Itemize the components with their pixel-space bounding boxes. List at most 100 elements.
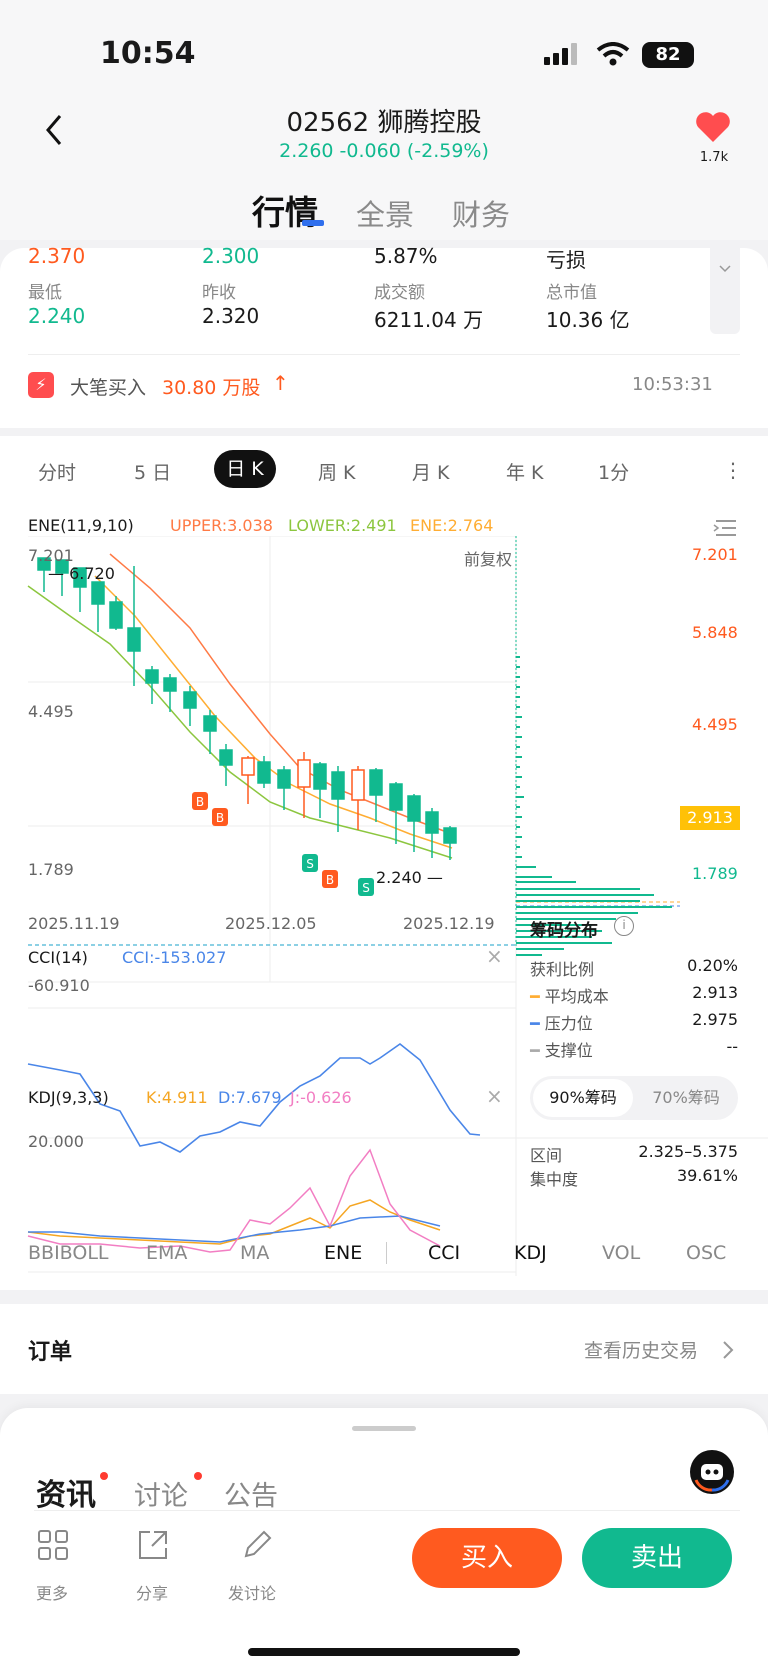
ind-ma[interactable]: MA: [240, 1242, 270, 1264]
chip-bar: [516, 942, 612, 944]
support-label: ━ 支撑位: [530, 1041, 593, 1060]
grid-icon[interactable]: [36, 1528, 70, 1562]
back-icon[interactable]: [42, 112, 66, 148]
chip-bar: [516, 796, 524, 798]
sell-button[interactable]: 卖出: [582, 1528, 732, 1588]
chip-bar: [516, 918, 616, 920]
chip-bar: [516, 676, 520, 678]
chip-bar: [516, 686, 520, 688]
tab-overview[interactable]: 全景: [356, 198, 415, 232]
tab-market[interactable]: 行情: [252, 193, 318, 232]
chip-70-tab[interactable]: 70%筹码: [652, 1088, 720, 1107]
more-options-icon[interactable]: ⋮: [723, 458, 743, 482]
close-cci-icon[interactable]: ×: [486, 944, 503, 968]
home-indicator[interactable]: [248, 1648, 520, 1656]
trade-mark-label: B: [326, 873, 334, 887]
period-5day[interactable]: 5 日: [134, 462, 172, 484]
news-tab-discuss[interactable]: 讨论: [134, 1481, 188, 1512]
stat-high: 2.370: [28, 244, 86, 268]
more-label[interactable]: 更多: [36, 1584, 69, 1603]
ind-cci[interactable]: CCI: [428, 1242, 461, 1264]
news-tab-info[interactable]: 资讯: [36, 1478, 96, 1513]
chip-bar: [516, 888, 640, 890]
chip-bar: [516, 776, 522, 778]
ene-mid-line: [94, 575, 453, 849]
ind-vol[interactable]: VOL: [602, 1242, 641, 1264]
date-2: 2025.12.05: [225, 914, 317, 933]
chip-bar: [516, 846, 520, 848]
stat-turnover: 5.87%: [374, 244, 438, 268]
cci-line: [27, 1043, 481, 1153]
chip-bar: [516, 786, 520, 788]
unread-dot: [100, 1472, 108, 1480]
adjust-label: 前复权: [464, 550, 513, 569]
expand-stats-button[interactable]: [710, 240, 740, 334]
candle-body: [277, 769, 291, 789]
chip-bar: [516, 816, 522, 818]
order-row[interactable]: 订单 查看历史交易: [0, 1304, 768, 1394]
notice-time[interactable]: 10:53:31: [632, 374, 713, 395]
indicator-settings-icon[interactable]: [712, 518, 738, 538]
period-minute[interactable]: 分时: [38, 462, 77, 484]
date-3: 2025.12.19: [403, 914, 495, 933]
avg-label: ━ 平均成本: [530, 987, 609, 1006]
right-axis-5: 1.789: [692, 864, 738, 883]
period-yearly[interactable]: 年 K: [506, 462, 544, 484]
cci-label[interactable]: CCI(14): [28, 948, 88, 967]
close-kdj-icon[interactable]: ×: [486, 1084, 503, 1108]
period-weekly[interactable]: 周 K: [318, 462, 356, 484]
trade-mark-label: S: [306, 857, 314, 871]
cci-level: -60.910: [28, 976, 90, 995]
min-note: 2.240 —: [376, 868, 443, 887]
candle-body: [37, 557, 51, 571]
profit-value: 0.20%: [687, 956, 738, 975]
chip-bar: [516, 756, 522, 758]
pencil-icon[interactable]: [240, 1528, 274, 1562]
info-icon[interactable]: i: [614, 916, 634, 936]
period-1min[interactable]: 1分: [598, 462, 630, 484]
chip-bar: [516, 716, 522, 718]
ind-kdj[interactable]: KDJ: [514, 1242, 547, 1264]
ene-upper: UPPER:3.038: [170, 516, 273, 535]
period-monthly[interactable]: 月 K: [412, 462, 450, 484]
news-tab-notice[interactable]: 公告: [224, 1481, 278, 1512]
tab-finance[interactable]: 财务: [452, 198, 511, 232]
candle-body: [219, 749, 233, 766]
buy-button[interactable]: 买入: [412, 1528, 562, 1588]
trade-mark-box: [358, 878, 374, 896]
period-daily[interactable]: 日 K: [214, 450, 276, 488]
order-title: 订单: [28, 1340, 73, 1365]
kdj-label[interactable]: KDJ(9,3,3): [28, 1088, 109, 1107]
ind-ema[interactable]: EMA: [146, 1242, 188, 1264]
support-value: --: [726, 1037, 738, 1056]
share-label[interactable]: 分享: [136, 1584, 169, 1603]
chip-bar: [516, 736, 522, 738]
conc-value: 39.61%: [676, 1166, 738, 1185]
ind-bbiboll[interactable]: BBIBOLL: [28, 1242, 109, 1264]
kdj-d: D:7.679: [218, 1088, 282, 1107]
order-history-link[interactable]: 查看历史交易: [584, 1340, 699, 1362]
candle-body: [389, 783, 403, 811]
favorite-heart-icon[interactable]: [694, 110, 732, 144]
ind-osc[interactable]: OSC: [686, 1242, 727, 1264]
chip-90-tab[interactable]: 90%筹码: [533, 1079, 633, 1117]
candle-body: [203, 715, 217, 732]
divider: [386, 1242, 387, 1264]
share-icon[interactable]: [136, 1528, 170, 1562]
ene-mid: ENE:2.764: [410, 516, 494, 535]
robot-assistant-icon[interactable]: [690, 1450, 734, 1494]
ene-label[interactable]: ENE(11,9,10): [28, 516, 134, 535]
post-label[interactable]: 发讨论: [228, 1584, 277, 1603]
ene-lower-line: [27, 585, 453, 859]
stock-code: 02562: [286, 108, 370, 138]
trade-mark-label: B: [196, 795, 204, 809]
stat-low-label: 最低: [28, 283, 62, 303]
drag-handle[interactable]: [352, 1426, 416, 1431]
ind-ene[interactable]: ENE: [324, 1242, 363, 1264]
avg-value: 2.913: [692, 983, 738, 1002]
press-value: 2.975: [692, 1010, 738, 1029]
chip-bar: [516, 876, 552, 878]
header-area: 10:54 82 02562 狮腾控股 2.260 -0.060 (-2.59%…: [0, 0, 768, 240]
candle-body: [297, 759, 311, 788]
